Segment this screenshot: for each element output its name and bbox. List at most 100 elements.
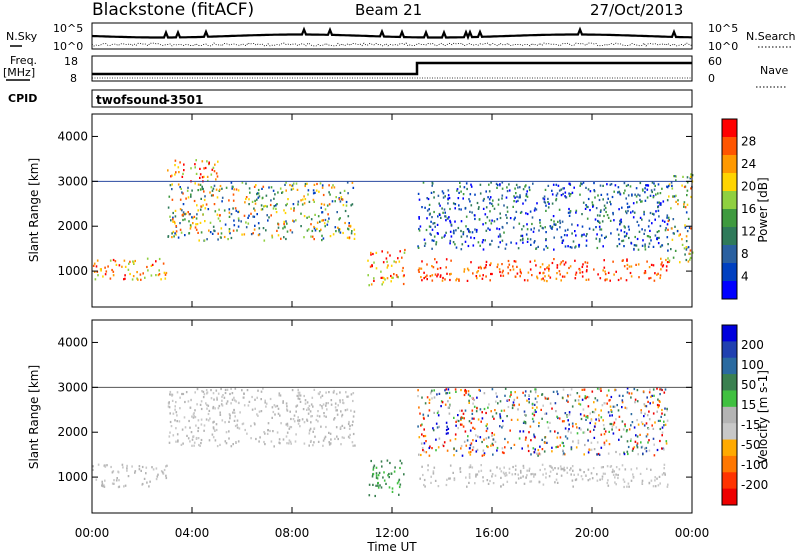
velocity-cell — [527, 449, 530, 453]
velocity-cell — [663, 472, 665, 475]
colorbar-segment — [722, 263, 737, 282]
power-cell — [498, 268, 501, 271]
velocity-cell — [536, 401, 538, 404]
velocity-cell — [148, 485, 150, 488]
power-cell — [174, 164, 176, 167]
power-cell — [664, 229, 667, 232]
velocity-cell — [229, 417, 231, 420]
velocity-cell — [583, 431, 586, 434]
velocity-cell — [502, 483, 505, 486]
power-cell — [672, 195, 674, 198]
velocity-cell — [376, 477, 379, 480]
power-cell — [609, 279, 611, 282]
velocity-cell — [206, 403, 208, 407]
power-cell — [603, 204, 606, 207]
power-cell — [666, 214, 669, 217]
velocity-cell — [168, 401, 170, 404]
power-cell — [133, 262, 135, 265]
velocity-cell — [155, 467, 158, 470]
power-cell — [581, 225, 584, 228]
power-cell — [560, 194, 563, 197]
power-cell — [256, 213, 258, 216]
power-cell — [556, 266, 559, 269]
velocity-cell — [645, 422, 648, 425]
velocity-cell — [454, 433, 457, 436]
power-cell — [237, 210, 239, 214]
power-cell — [462, 233, 465, 236]
velocity-cell — [648, 439, 650, 442]
power-cell — [507, 266, 509, 269]
power-cell — [393, 273, 395, 276]
power-cell — [575, 211, 577, 214]
power-cell — [657, 206, 659, 209]
velocity-cell — [200, 400, 203, 403]
power-cell — [321, 186, 324, 189]
power-cell — [445, 258, 448, 261]
velocity-cell — [519, 430, 521, 433]
power-cell — [525, 194, 527, 197]
velocity-cell — [432, 470, 435, 473]
velocity-cell — [315, 418, 318, 422]
velocity-cell — [508, 399, 510, 402]
velocity-cell — [648, 449, 651, 452]
velocity-cell — [141, 482, 144, 486]
power-cell — [491, 272, 493, 276]
velocity-cell — [504, 446, 506, 449]
velocity-cell — [295, 410, 297, 413]
velocity-cell — [476, 448, 479, 451]
velocity-cell — [448, 412, 451, 415]
velocity-cell — [423, 450, 425, 453]
power-cell — [482, 207, 485, 210]
velocity-cell — [200, 442, 202, 445]
velocity-cell — [479, 389, 481, 392]
power-cell — [497, 203, 500, 206]
power-cell — [574, 259, 576, 262]
velocity-cell — [571, 405, 574, 408]
power-cell — [204, 195, 206, 198]
velocity-cell — [215, 428, 218, 432]
power-cell — [646, 196, 649, 199]
velocity-cell — [312, 430, 314, 433]
velocity-cell — [581, 398, 584, 401]
power-cell — [449, 219, 451, 222]
velocity-cell — [599, 478, 601, 481]
power-cell — [270, 186, 273, 189]
power-cell — [115, 263, 118, 266]
velocity-cell — [508, 471, 511, 474]
velocity-cell — [610, 395, 613, 399]
velocity-cell — [160, 470, 163, 473]
velocity-cell — [569, 393, 572, 396]
power-cell — [437, 194, 440, 197]
velocity-cell — [347, 422, 350, 426]
velocity-cell — [501, 451, 504, 454]
x-tick-label: 20:00 — [575, 526, 610, 540]
power-cell — [351, 181, 354, 184]
power-cell — [508, 263, 511, 266]
velocity-cell — [421, 433, 423, 436]
power-cell — [687, 246, 690, 249]
velocity-cell — [212, 427, 215, 430]
power-cell — [218, 208, 220, 211]
power-cell — [111, 268, 113, 272]
power-cell — [466, 187, 468, 191]
velocity-cell — [574, 478, 577, 482]
power-cell — [659, 224, 662, 228]
power-cell — [270, 199, 272, 202]
power-cell — [671, 227, 673, 230]
velocity-cell — [295, 405, 297, 408]
power-cell — [499, 270, 501, 274]
velocity-cell — [453, 478, 456, 482]
power-cell — [112, 258, 115, 262]
velocity-cell — [587, 479, 590, 482]
power-cell — [567, 245, 569, 248]
power-cell — [277, 234, 280, 237]
velocity-cell — [181, 392, 183, 396]
power-cell — [646, 235, 649, 238]
power-cell — [449, 242, 451, 245]
velocity-cell — [528, 394, 530, 397]
power-cell — [505, 214, 507, 217]
velocity-cell — [651, 424, 653, 427]
velocity-cell — [182, 442, 184, 445]
power-cell — [417, 245, 419, 248]
velocity-cell — [218, 404, 221, 408]
